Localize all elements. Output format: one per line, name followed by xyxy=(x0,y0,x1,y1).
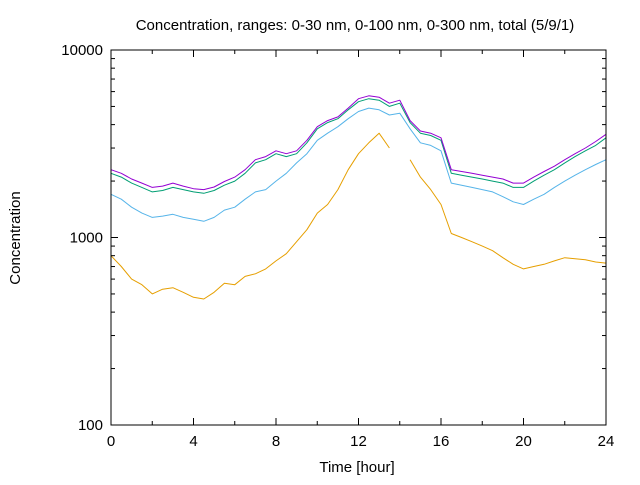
plot-area xyxy=(110,95,607,300)
x-tick-label: 16 xyxy=(433,433,450,450)
y-tick-label: 1000 xyxy=(70,230,103,247)
x-tick-label: 4 xyxy=(189,433,197,450)
series-line-1 xyxy=(110,132,607,300)
x-tick-label: 20 xyxy=(515,433,532,450)
series-line-2 xyxy=(110,107,607,222)
series-line-4 xyxy=(110,95,607,191)
x-tick-label: 24 xyxy=(598,433,615,450)
y-axis-label: Concentration xyxy=(7,191,24,284)
axes: 0 4 8 12 16 20 24 100 1000 10000 xyxy=(61,42,614,450)
y-tick-label: 10000 xyxy=(61,42,103,59)
x-tick-label: 0 xyxy=(107,433,115,450)
x-axis-label: Time [hour] xyxy=(319,459,394,476)
y-tick-label: 100 xyxy=(78,417,103,434)
chart-title: Concentration, ranges: 0-30 nm, 0-100 nm… xyxy=(136,17,575,34)
x-tick-label: 8 xyxy=(272,433,280,450)
series-line-3 xyxy=(110,98,607,194)
x-tick-label: 12 xyxy=(350,433,367,450)
plot-frame xyxy=(110,49,607,426)
